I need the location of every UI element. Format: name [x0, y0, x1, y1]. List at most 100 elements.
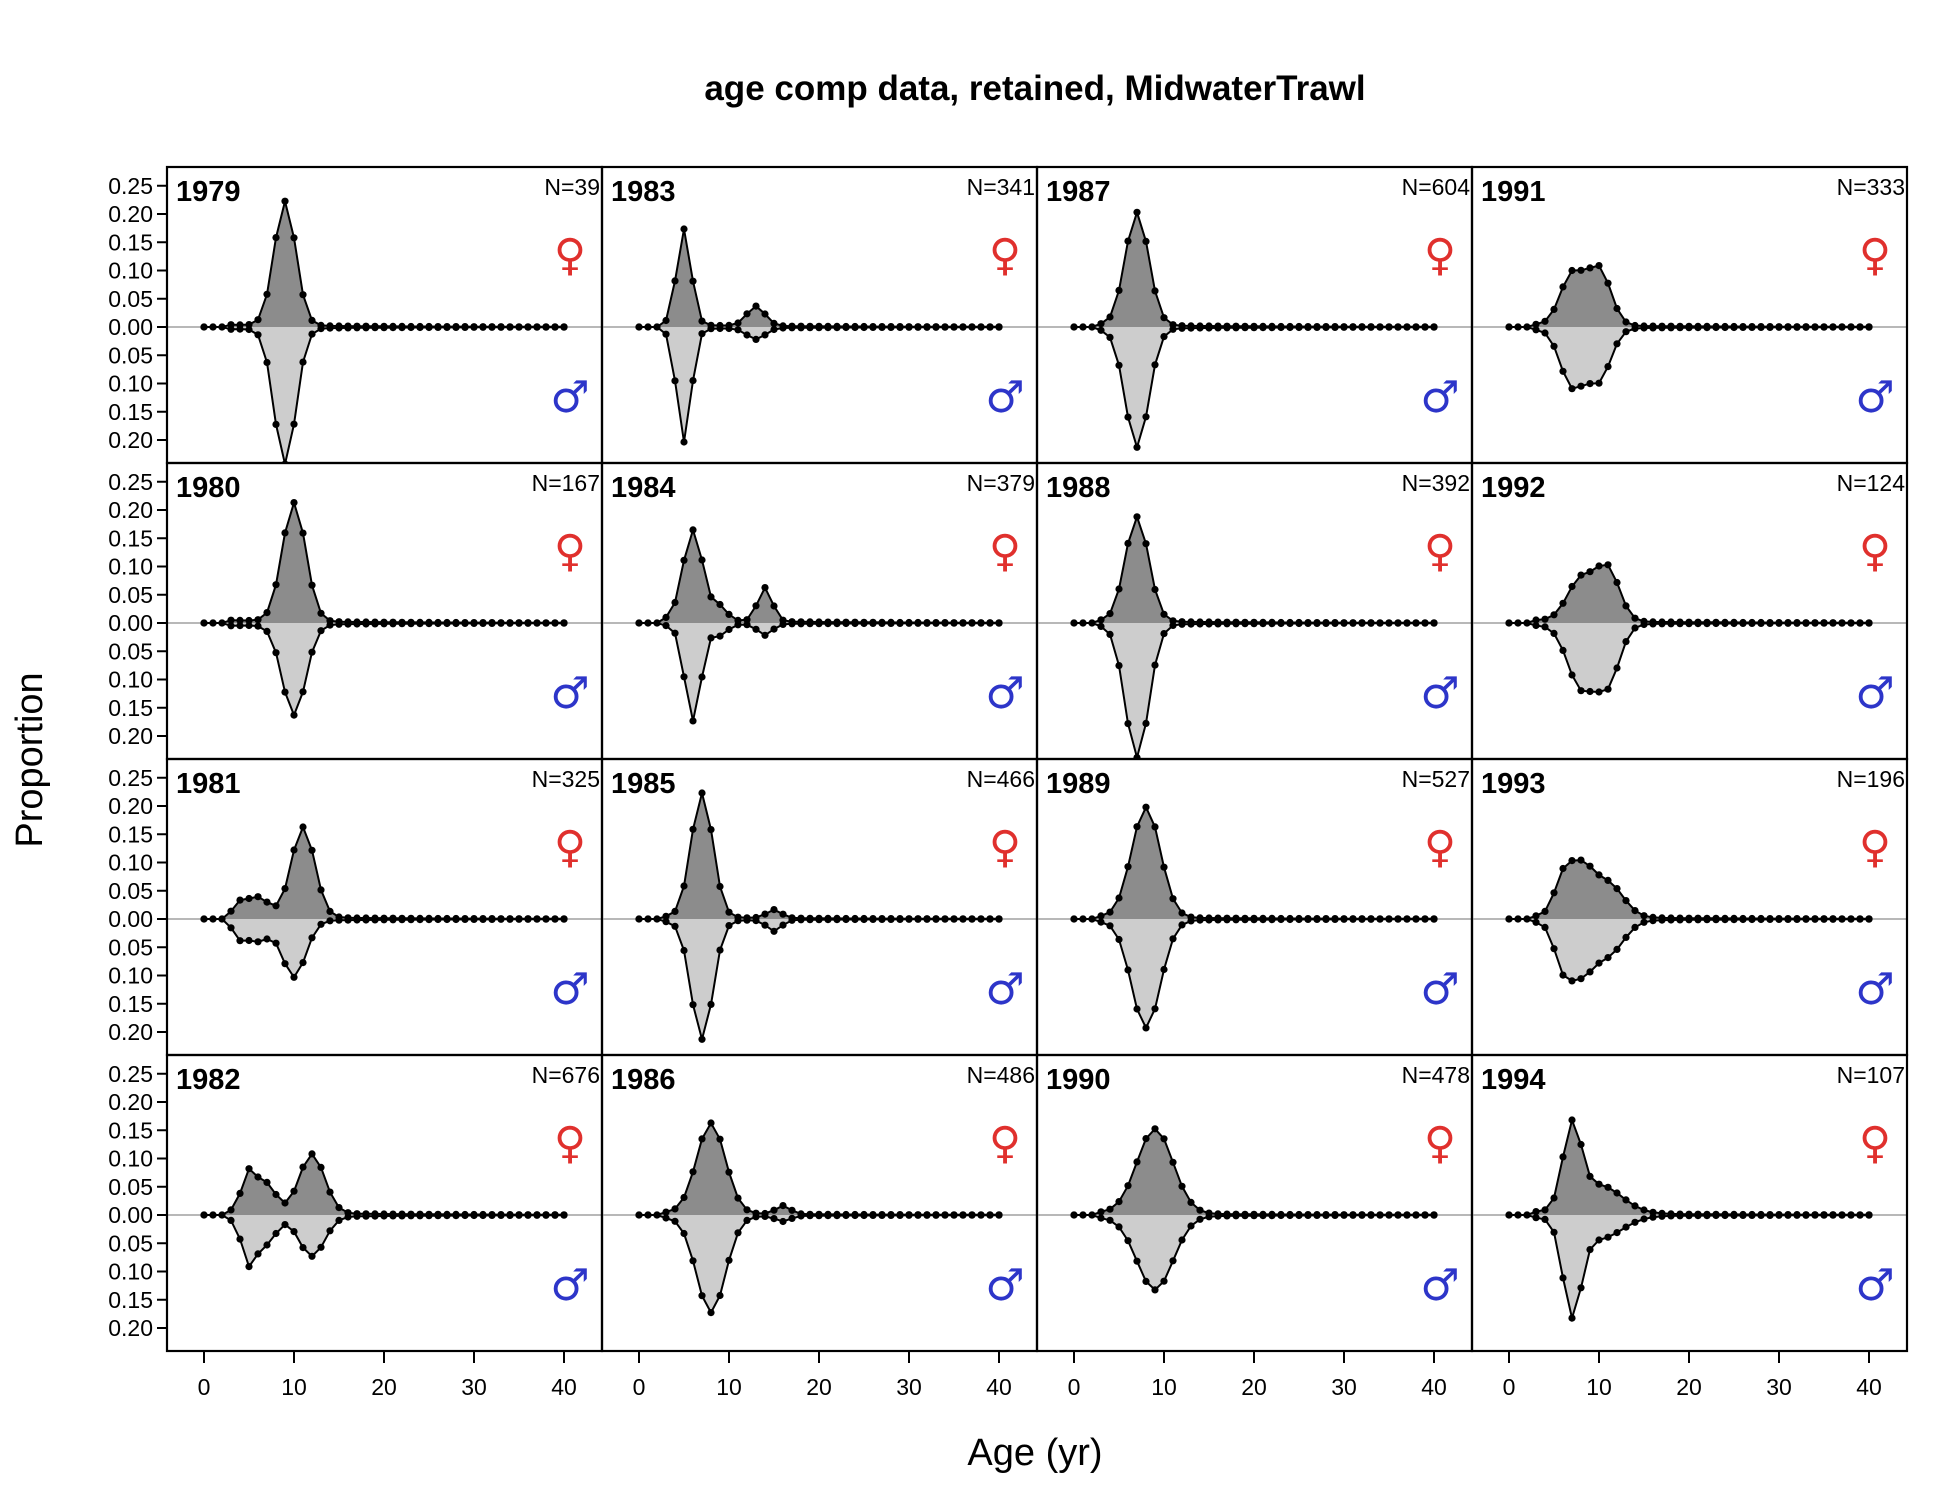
female-area [204, 502, 564, 623]
female-point [263, 609, 271, 617]
male-point [1703, 916, 1711, 924]
female-point [1550, 1194, 1558, 1202]
male-point [299, 1244, 307, 1252]
female-point [1568, 582, 1576, 591]
male-point [1622, 328, 1630, 336]
female-point [1097, 320, 1105, 328]
male-point [860, 323, 868, 332]
male-point [290, 1228, 298, 1236]
male-point [1811, 1211, 1819, 1219]
male-point [806, 620, 814, 628]
male-point [425, 1212, 433, 1220]
male-point [1070, 915, 1078, 923]
male-point [452, 619, 460, 628]
female-point [1568, 266, 1576, 275]
male-point [1667, 916, 1675, 924]
male-point [551, 915, 559, 923]
male-point [1259, 324, 1267, 332]
female-point [698, 789, 706, 797]
male-point [1142, 1277, 1150, 1285]
panel-plot-area [602, 225, 1037, 446]
female-point [662, 912, 670, 920]
male-point [1505, 1211, 1513, 1219]
female-point [1559, 599, 1567, 607]
male-point [1358, 619, 1366, 627]
male-point [1124, 966, 1132, 974]
y-tick-label: 0.05 [108, 638, 153, 664]
male-point [779, 620, 787, 629]
male-point [1658, 620, 1666, 628]
male-area [1509, 1215, 1869, 1319]
female-point [770, 319, 778, 327]
male-point [1178, 620, 1186, 628]
male-point [716, 632, 724, 640]
panel-plot-area [167, 823, 602, 981]
male-point [995, 323, 1003, 331]
male-point [1685, 324, 1693, 332]
y-tick-label: 0.25 [108, 1061, 153, 1087]
male-point [1793, 323, 1801, 331]
male-point [1505, 323, 1513, 331]
male-point [1748, 323, 1756, 331]
female-point [752, 602, 760, 610]
y-tick-label: 0.10 [108, 963, 153, 989]
male-point [1295, 323, 1303, 332]
male-point [1304, 323, 1312, 331]
male-point [1106, 333, 1114, 341]
female-point [689, 825, 697, 833]
male-point [716, 324, 724, 333]
male-symbol-icon: ♂ [985, 668, 1024, 719]
panel-n-label: N=167 [532, 470, 600, 496]
male-point [254, 938, 262, 946]
male-point [1178, 324, 1186, 332]
female-symbol-icon: ♀ [989, 526, 1021, 577]
male-point [833, 324, 841, 332]
male-point [1577, 382, 1585, 390]
female-point [716, 600, 724, 609]
female-point [227, 1206, 235, 1214]
male-point [1169, 621, 1177, 630]
male-point [1250, 324, 1258, 332]
male-point [842, 323, 850, 332]
y-tick-label: 0.05 [108, 342, 153, 368]
male-point [770, 1215, 778, 1223]
panel-1984: 1984 N=379 ♀ ♂ [600, 461, 1039, 761]
male-point [1304, 619, 1312, 628]
y-tick-label: 0.05 [108, 582, 153, 608]
male-point [1568, 385, 1576, 393]
panel-year-label: 1982 [176, 1064, 241, 1096]
male-point [1730, 1211, 1738, 1220]
male-point [344, 620, 352, 628]
y-tick-label: 0.20 [108, 793, 153, 819]
male-area [1074, 919, 1434, 1028]
male-point [200, 619, 208, 627]
male-point [1250, 620, 1258, 628]
male-point [398, 620, 406, 628]
male-point [1214, 916, 1222, 924]
male-point [1730, 916, 1738, 924]
male-point [1403, 915, 1411, 923]
female-point [326, 907, 334, 916]
male-point [1430, 323, 1438, 331]
male-point [1097, 918, 1105, 926]
male-point [1694, 1212, 1702, 1220]
male-point [932, 1211, 940, 1219]
male-point [1667, 1212, 1675, 1220]
male-point [434, 323, 442, 331]
male-point [1178, 921, 1186, 929]
male-point [1829, 323, 1837, 331]
female-point [227, 907, 235, 915]
male-point [560, 1211, 568, 1219]
male-point [497, 619, 505, 627]
female-point [1541, 1206, 1549, 1214]
male-point [1829, 915, 1837, 923]
female-point [290, 499, 298, 507]
male-point [1376, 1211, 1384, 1219]
male-point [1766, 915, 1774, 924]
female-point [770, 1206, 778, 1214]
male-point [1241, 324, 1249, 332]
male-point [272, 1229, 280, 1238]
male-point [344, 1213, 352, 1221]
male-point [1241, 620, 1249, 628]
male-point [1658, 1212, 1666, 1220]
